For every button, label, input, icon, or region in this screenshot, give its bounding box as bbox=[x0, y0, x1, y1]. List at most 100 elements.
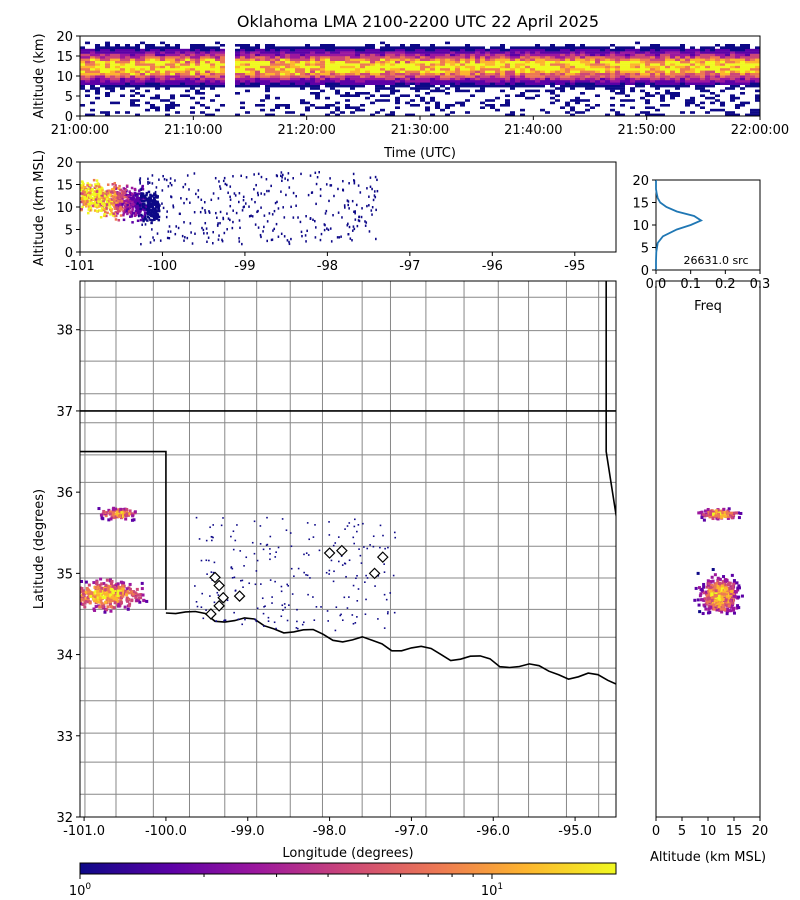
time-height-cell bbox=[270, 68, 275, 71]
time-height-cell bbox=[595, 70, 600, 73]
lon-altitude-cell bbox=[151, 206, 154, 209]
time-height-cell bbox=[640, 82, 645, 85]
time-height-cell bbox=[255, 84, 260, 88]
time-height-cell bbox=[345, 63, 350, 66]
time-height-cell bbox=[695, 51, 700, 54]
time-height-cell bbox=[550, 96, 555, 100]
time-height-cell bbox=[305, 101, 310, 105]
time-height-cell bbox=[610, 51, 615, 54]
time-height-cell bbox=[470, 58, 475, 61]
time-height-cell bbox=[410, 58, 415, 61]
time-height-cell bbox=[550, 44, 555, 47]
lon-altitude-cell bbox=[144, 199, 147, 202]
lon-altitude-cell bbox=[107, 197, 111, 201]
plan-view-cell bbox=[256, 559, 259, 562]
time-height-cell bbox=[240, 58, 245, 61]
time-height-cell bbox=[725, 44, 730, 47]
time-height-cell bbox=[390, 53, 395, 57]
time-height-cell bbox=[480, 80, 485, 83]
altitude-latitude-cell bbox=[700, 513, 704, 517]
time-height-cell bbox=[195, 48, 200, 52]
time-height-cell bbox=[245, 48, 250, 52]
time-height-cell bbox=[485, 51, 490, 54]
time-height-cell bbox=[135, 63, 140, 66]
altitude-latitude-cell bbox=[711, 510, 715, 514]
lon-altitude-cell bbox=[143, 206, 146, 210]
time-height-cell bbox=[595, 53, 600, 57]
lon-altitude-cell bbox=[135, 208, 139, 212]
plan-view-cell bbox=[102, 509, 106, 513]
time-height-cell bbox=[580, 75, 585, 78]
lon-altitude-cell bbox=[268, 189, 270, 193]
time-height-cell bbox=[740, 60, 745, 64]
time-height-cell bbox=[610, 70, 615, 73]
time-height-cell bbox=[275, 60, 280, 64]
time-height-cell bbox=[540, 56, 545, 59]
time-height-cell bbox=[630, 48, 635, 52]
time-height-cell bbox=[460, 48, 465, 52]
lon-altitude-cell bbox=[91, 187, 94, 191]
time-height-cell bbox=[535, 60, 540, 64]
time-height-cell bbox=[185, 75, 190, 78]
time-height-cell bbox=[710, 82, 715, 85]
time-height-cell bbox=[200, 96, 205, 100]
time-height-cell bbox=[550, 84, 555, 88]
time-height-cell bbox=[635, 113, 640, 116]
time-height-cell bbox=[200, 51, 205, 54]
lon-altitude-cell bbox=[237, 200, 240, 204]
time-height-cell bbox=[160, 68, 165, 71]
time-height-cell bbox=[145, 44, 150, 47]
lon-altitude-cell bbox=[95, 190, 99, 193]
plan-view-cell bbox=[108, 601, 112, 605]
lon-altitude-cell bbox=[330, 240, 333, 243]
time-height-cell bbox=[420, 68, 425, 71]
plan-view-cell bbox=[104, 593, 108, 597]
lon-altitude-cell bbox=[143, 199, 146, 203]
time-height-cell bbox=[215, 58, 220, 61]
time-height-cell bbox=[420, 82, 425, 85]
plan-view-cell bbox=[109, 510, 113, 514]
time-height-cell bbox=[110, 60, 115, 64]
lon-altitude-cell bbox=[117, 207, 121, 211]
time-height-cell bbox=[260, 56, 265, 59]
time-height-cell bbox=[570, 108, 575, 112]
lon-altitude-cell bbox=[273, 209, 276, 213]
lon-altitude-cell bbox=[112, 203, 115, 207]
time-height-cell bbox=[585, 63, 590, 66]
time-height-cell bbox=[670, 96, 675, 100]
lon-altitude-cell bbox=[147, 182, 149, 185]
time-height-cell bbox=[110, 53, 115, 57]
plan-view-cell bbox=[254, 618, 257, 621]
time-height-cell bbox=[725, 111, 730, 114]
time-height-cell bbox=[430, 72, 435, 76]
plan-view-cell bbox=[195, 516, 198, 519]
plan-view-cell bbox=[359, 554, 362, 557]
time-height-cell bbox=[310, 104, 315, 107]
time-height-cell bbox=[140, 58, 145, 61]
time-height-cell bbox=[555, 70, 560, 73]
plan-view-cell bbox=[84, 599, 88, 603]
time-height-cell bbox=[660, 48, 665, 52]
plan-view-cell bbox=[117, 602, 121, 606]
lon-altitude-cell bbox=[131, 196, 135, 200]
time-height-cell bbox=[460, 58, 465, 61]
time-height-cell bbox=[565, 65, 570, 69]
lon-altitude-cell bbox=[103, 197, 107, 201]
plan-view-cell bbox=[73, 598, 76, 601]
time-height-cell bbox=[565, 101, 570, 105]
time-height-cell bbox=[610, 65, 615, 69]
time-height-cell bbox=[165, 80, 170, 83]
time-height-cell bbox=[655, 58, 660, 61]
time-height-cell bbox=[690, 99, 695, 102]
time-height-cell bbox=[525, 82, 530, 85]
time-height-cell bbox=[290, 80, 295, 83]
time-height-cell bbox=[715, 44, 720, 47]
time-height-cell bbox=[100, 63, 105, 66]
time-height-cell bbox=[470, 80, 475, 83]
time-height-cell bbox=[720, 82, 725, 85]
time-height-cell bbox=[120, 56, 125, 59]
altitude-latitude-density bbox=[693, 507, 744, 616]
time-height-cell bbox=[520, 92, 525, 95]
plan-view-cell bbox=[86, 597, 90, 601]
time-height-cell bbox=[635, 51, 640, 54]
